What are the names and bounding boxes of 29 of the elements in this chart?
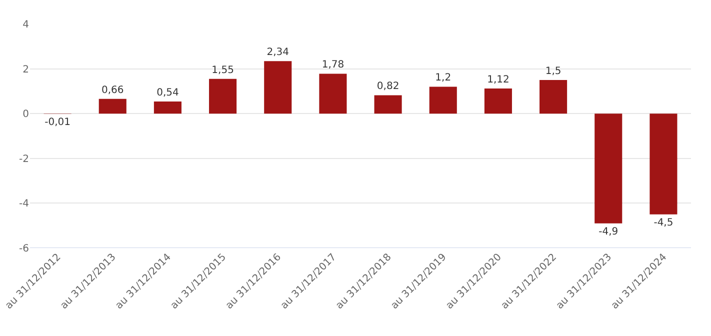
y-tick-label: -2	[19, 154, 29, 165]
data-label: 2,34	[266, 47, 290, 58]
bar	[540, 80, 568, 114]
data-label: 1,2	[435, 72, 452, 84]
bar	[374, 95, 402, 114]
data-label: 0,82	[376, 81, 400, 92]
bar	[484, 88, 512, 114]
data-label: -0,01	[44, 116, 70, 128]
y-tick-label: 0	[22, 109, 29, 120]
y-tick-label: 4	[22, 20, 29, 30]
bar	[264, 61, 292, 114]
bar	[594, 114, 622, 224]
data-label: -4,9	[598, 226, 618, 238]
bar	[319, 74, 347, 114]
data-label: 0,54	[156, 88, 179, 98]
bar	[154, 102, 182, 114]
data-label: 0,66	[101, 84, 124, 96]
data-label: 1,5	[545, 66, 562, 77]
bar	[429, 86, 457, 114]
y-tick-label: 2	[22, 64, 29, 76]
y-tick-label: -6	[19, 244, 29, 254]
bar	[98, 98, 126, 114]
data-label: 1,78	[322, 60, 344, 71]
bar	[209, 78, 237, 114]
data-label: 1,12	[487, 74, 510, 86]
data-label: -4,5	[654, 217, 674, 228]
y-tick-label: -4	[19, 198, 29, 210]
data-label: 1,55	[212, 64, 234, 76]
bar	[650, 114, 678, 214]
